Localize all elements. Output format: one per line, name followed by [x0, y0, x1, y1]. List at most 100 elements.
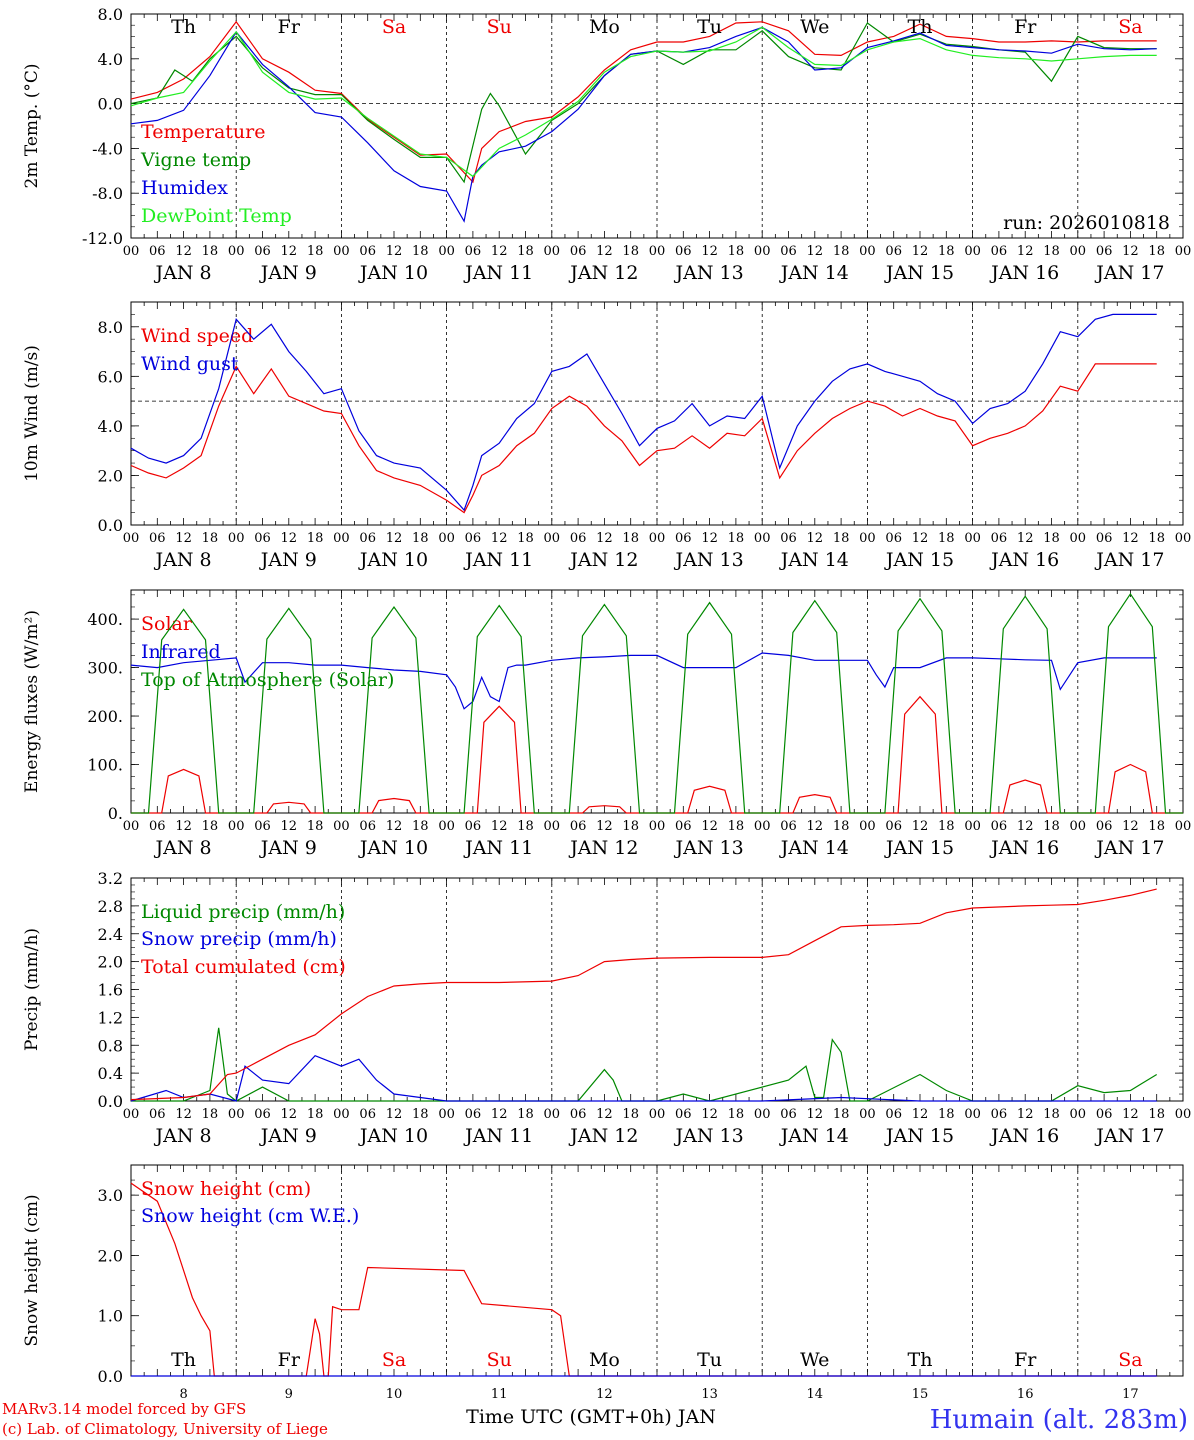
hour-label: 06 [465, 244, 482, 259]
hour-label: 06 [570, 1107, 587, 1122]
run-annotation: run: 2026010818 [1003, 212, 1170, 234]
date-label: JAN 12 [568, 549, 638, 571]
hour-label: 12 [281, 531, 298, 546]
date-label: JAN 8 [154, 262, 212, 284]
y-tick-label: 2.0 [98, 1246, 123, 1265]
date-label: JAN 9 [259, 549, 317, 571]
hour-label: 18 [728, 819, 745, 834]
hour-label: 18 [517, 1107, 534, 1122]
hour-label: 18 [517, 819, 534, 834]
hour-label: 06 [1096, 244, 1113, 259]
hour-label: 06 [254, 1107, 271, 1122]
y-tick-label: 100. [87, 756, 123, 775]
hour-label: 12 [1017, 531, 1034, 546]
hour-label: 06 [359, 244, 376, 259]
legend-label: Liquid precip (mm/h) [141, 901, 345, 923]
hour-label: 00 [544, 531, 561, 546]
date-label: JAN 11 [463, 262, 533, 284]
hour-label: 00 [754, 1107, 771, 1122]
hour-label: 18 [728, 1107, 745, 1122]
day-of-week-label: Tu [697, 16, 722, 38]
day-number-label: 17 [1122, 1387, 1139, 1402]
x-axis-label: Time UTC (GMT+0h) JAN [466, 1406, 716, 1428]
day-of-week-label: We [800, 1349, 829, 1371]
y-tick-label: 0.0 [98, 516, 123, 535]
date-label: JAN 9 [259, 1125, 317, 1147]
day-of-week-label: Sa [1118, 1349, 1142, 1371]
series-line-vigne-temp [130, 22, 1157, 184]
hour-label: 06 [780, 244, 797, 259]
hour-label: 06 [359, 1107, 376, 1122]
y-tick-label: 0.0 [98, 95, 123, 114]
day-number-label: 11 [491, 1387, 508, 1402]
hour-label: 00 [649, 819, 666, 834]
day-of-week-label: Sa [382, 16, 406, 38]
hour-label: 00 [1175, 1107, 1192, 1122]
hour-label: 00 [544, 1107, 561, 1122]
date-label: JAN 14 [779, 837, 849, 859]
y-tick-label: 8.0 [98, 5, 123, 24]
hour-label: 12 [386, 531, 403, 546]
hour-label: 00 [228, 531, 245, 546]
date-label: JAN 10 [358, 837, 428, 859]
hour-label: 18 [1148, 244, 1165, 259]
hour-label: 12 [807, 531, 824, 546]
y-tick-label: 4.0 [98, 417, 123, 436]
hour-label: 06 [359, 531, 376, 546]
credit-line-1: MARv3.14 model forced by GFS [2, 1400, 246, 1418]
day-of-week-label: Mo [589, 16, 620, 38]
hour-label: 12 [281, 1107, 298, 1122]
hour-label: 06 [465, 1107, 482, 1122]
hour-label: 06 [254, 531, 271, 546]
day-of-week-label: Th [171, 16, 196, 38]
hour-label: 12 [491, 1107, 508, 1122]
hour-label: 18 [517, 244, 534, 259]
date-label: JAN 11 [463, 549, 533, 571]
hour-label: 06 [991, 244, 1008, 259]
hour-label: 00 [1070, 1107, 1087, 1122]
hour-label: 12 [807, 1107, 824, 1122]
hour-label: 12 [175, 531, 192, 546]
series-line-infrared [130, 652, 1157, 710]
date-label: JAN 17 [1094, 837, 1164, 859]
hour-label: 18 [833, 819, 850, 834]
legend-label: Vigne temp [140, 149, 251, 171]
series-line-top-of-atmosphere-solar- [131, 592, 1183, 814]
hour-label: 00 [438, 244, 455, 259]
y-tick-label: 0.4 [98, 1064, 123, 1083]
hour-label: 12 [701, 1107, 718, 1122]
hour-label: 18 [412, 531, 429, 546]
y-tick-label: 3.2 [98, 869, 123, 888]
hour-label: 18 [622, 819, 639, 834]
hour-label: 18 [1043, 531, 1060, 546]
hour-label: 12 [386, 244, 403, 259]
series-line-humidex [130, 26, 1157, 223]
hour-label: 00 [964, 244, 981, 259]
panel-2: 8.0 6.0 4.0 2.0 0.0 10m Wind (m/s) Wind speed W… [22, 301, 1191, 571]
hour-label: 00 [123, 244, 140, 259]
day-of-week-label: Fr [1014, 1349, 1037, 1371]
hour-label: 00 [649, 531, 666, 546]
date-label: JAN 13 [674, 1125, 744, 1147]
hour-label: 18 [1148, 819, 1165, 834]
hour-label: 00 [228, 1107, 245, 1122]
hour-label: 12 [596, 1107, 613, 1122]
hour-label: 12 [596, 531, 613, 546]
date-label: JAN 14 [779, 262, 849, 284]
hour-label: 12 [1122, 244, 1139, 259]
hour-label: 12 [701, 244, 718, 259]
date-label: JAN 15 [884, 1125, 954, 1147]
y-tick-label: 300. [87, 659, 123, 678]
hour-label: 06 [570, 819, 587, 834]
hour-label: 06 [465, 819, 482, 834]
hour-label: 12 [912, 1107, 929, 1122]
hour-label: 00 [649, 244, 666, 259]
day-of-week-label: Fr [278, 16, 301, 38]
date-label: JAN 8 [154, 1125, 212, 1147]
hour-label: 06 [570, 244, 587, 259]
hour-label: 12 [175, 1107, 192, 1122]
hour-label: 06 [675, 531, 692, 546]
hour-label: 12 [1017, 244, 1034, 259]
legend-label: Snow precip (mm/h) [141, 928, 337, 950]
date-label: JAN 11 [463, 1125, 533, 1147]
